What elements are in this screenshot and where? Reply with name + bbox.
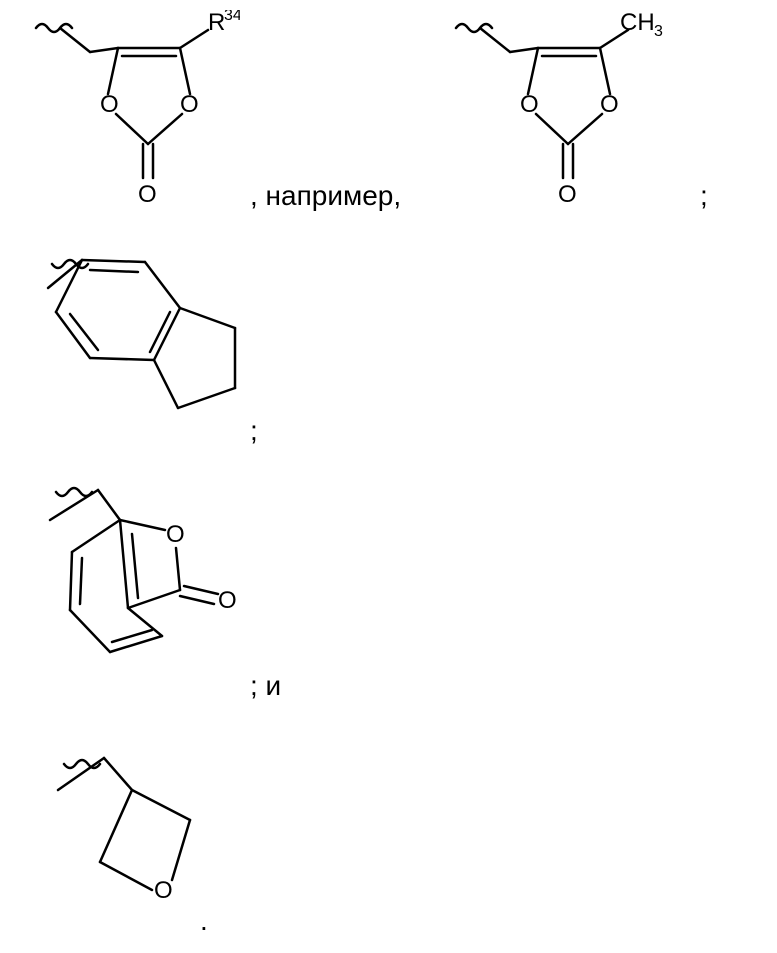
structure-indane <box>30 250 260 450</box>
caption-semicolon-2: ; <box>250 415 258 447</box>
atom-o-ring: O <box>166 521 185 548</box>
ch-label: CH <box>620 10 655 36</box>
atom-o-carbonyl: O <box>558 181 577 208</box>
atom-o-right: O <box>180 91 199 118</box>
structure-dioxolone-r34: O O O R 34 <box>30 10 240 210</box>
atom-o-carbonyl: O <box>138 181 157 208</box>
r-label: R <box>208 10 225 36</box>
structure-oxetane: O <box>40 750 240 930</box>
structure-dioxolone-ch3: O O O CH 3 <box>450 10 670 210</box>
ch-subscript: 3 <box>654 23 663 40</box>
r-superscript: 34 <box>224 10 240 24</box>
atom-o: O <box>154 877 173 904</box>
caption-and: ; и <box>250 670 281 702</box>
atom-o-right: O <box>600 91 619 118</box>
caption-semicolon-1: ; <box>700 180 708 212</box>
structure-phthalide: O O <box>20 480 270 700</box>
page: O O O R 34 , например, O <box>0 0 777 953</box>
atom-o-left: O <box>100 91 119 118</box>
caption-period: . <box>200 905 208 937</box>
atom-o-left: O <box>520 91 539 118</box>
caption-naprimer: , например, <box>250 180 401 212</box>
atom-o-carbonyl: O <box>218 587 237 614</box>
